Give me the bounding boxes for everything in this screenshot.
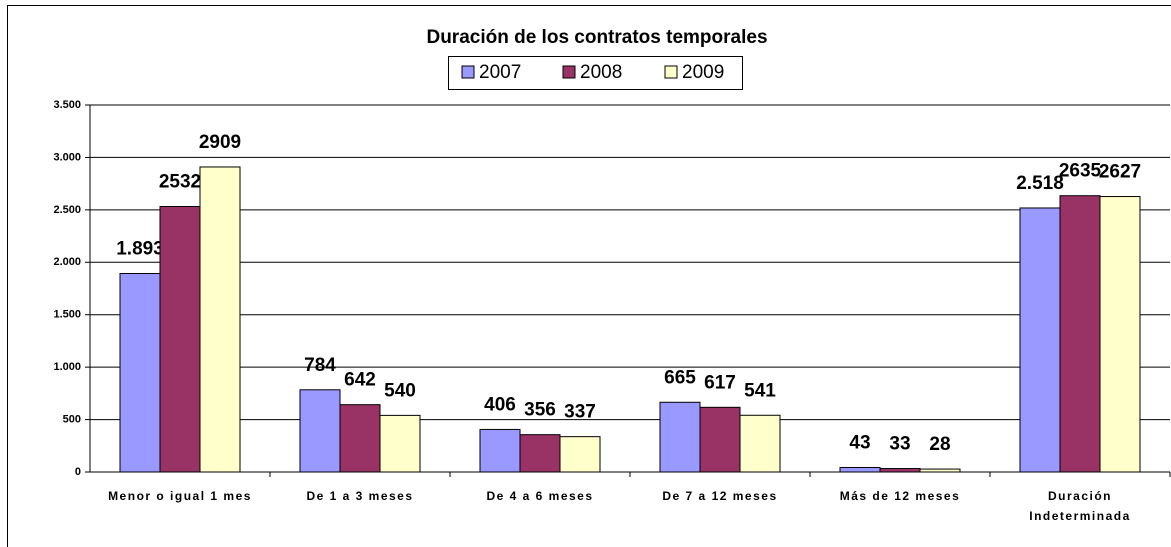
y-tick-label: 2.000	[53, 256, 81, 268]
bar	[379, 414, 421, 473]
chart-title: Duración de los contratos temporales	[426, 27, 767, 48]
value-label: 2635	[1059, 161, 1102, 182]
value-label: 784	[304, 355, 336, 376]
value-label: 1.893	[116, 239, 164, 260]
value-label: 617	[704, 372, 736, 393]
bar	[1059, 195, 1101, 473]
bar	[659, 401, 701, 473]
bar	[159, 206, 201, 473]
value-label: 541	[744, 380, 776, 401]
bar	[299, 389, 341, 473]
y-tick-label: 0	[75, 466, 81, 478]
x-tick-label: Más de 12 meses	[839, 489, 961, 503]
value-label: 28	[929, 434, 950, 455]
value-label: 2.518	[1016, 173, 1064, 194]
value-label: 406	[484, 394, 516, 415]
legend-swatch	[664, 65, 678, 79]
bar	[1099, 196, 1141, 473]
x-tick-label: Menor o igual 1 mes	[108, 489, 252, 503]
value-label: 2627	[1099, 162, 1141, 183]
value-label: 356	[524, 400, 556, 421]
legend-swatch	[562, 65, 576, 79]
bar	[839, 466, 881, 473]
x-tick-label: Duración Indeterminada	[1029, 489, 1131, 523]
value-label: 540	[384, 380, 416, 401]
value-label: 642	[344, 370, 376, 391]
x-tick-label: De 7 a 12 meses	[662, 489, 778, 503]
bar	[699, 406, 741, 473]
y-tick-label: 1.000	[53, 361, 81, 373]
bar	[1019, 207, 1061, 473]
y-tick-label: 2.500	[53, 204, 81, 216]
bar	[199, 166, 241, 473]
bar	[479, 428, 521, 473]
legend-box	[448, 56, 743, 90]
x-tick-label: De 1 a 3 meses	[306, 489, 414, 503]
y-tick-label: 3.500	[53, 99, 81, 111]
value-label: 2909	[199, 132, 241, 153]
value-label: 33	[889, 434, 910, 455]
legend-swatch	[461, 65, 475, 79]
value-label: 43	[849, 433, 870, 454]
bar	[519, 434, 561, 473]
value-label: 665	[664, 367, 696, 388]
legend-label: 2008	[580, 62, 622, 83]
legend-label: 2007	[479, 62, 521, 83]
x-tick-label: De 4 a 6 meses	[486, 489, 594, 503]
chart-border	[7, 5, 1171, 547]
y-tick-label: 500	[63, 413, 81, 425]
bar	[119, 273, 161, 473]
legend-label: 2009	[682, 62, 724, 83]
y-tick-label: 1.500	[53, 309, 81, 321]
value-label: 2532	[159, 172, 201, 193]
value-label: 337	[564, 402, 596, 423]
bar	[339, 404, 381, 473]
bar	[559, 436, 601, 473]
y-tick-label: 3.000	[53, 151, 81, 163]
bar	[739, 414, 781, 473]
bar	[879, 468, 921, 473]
